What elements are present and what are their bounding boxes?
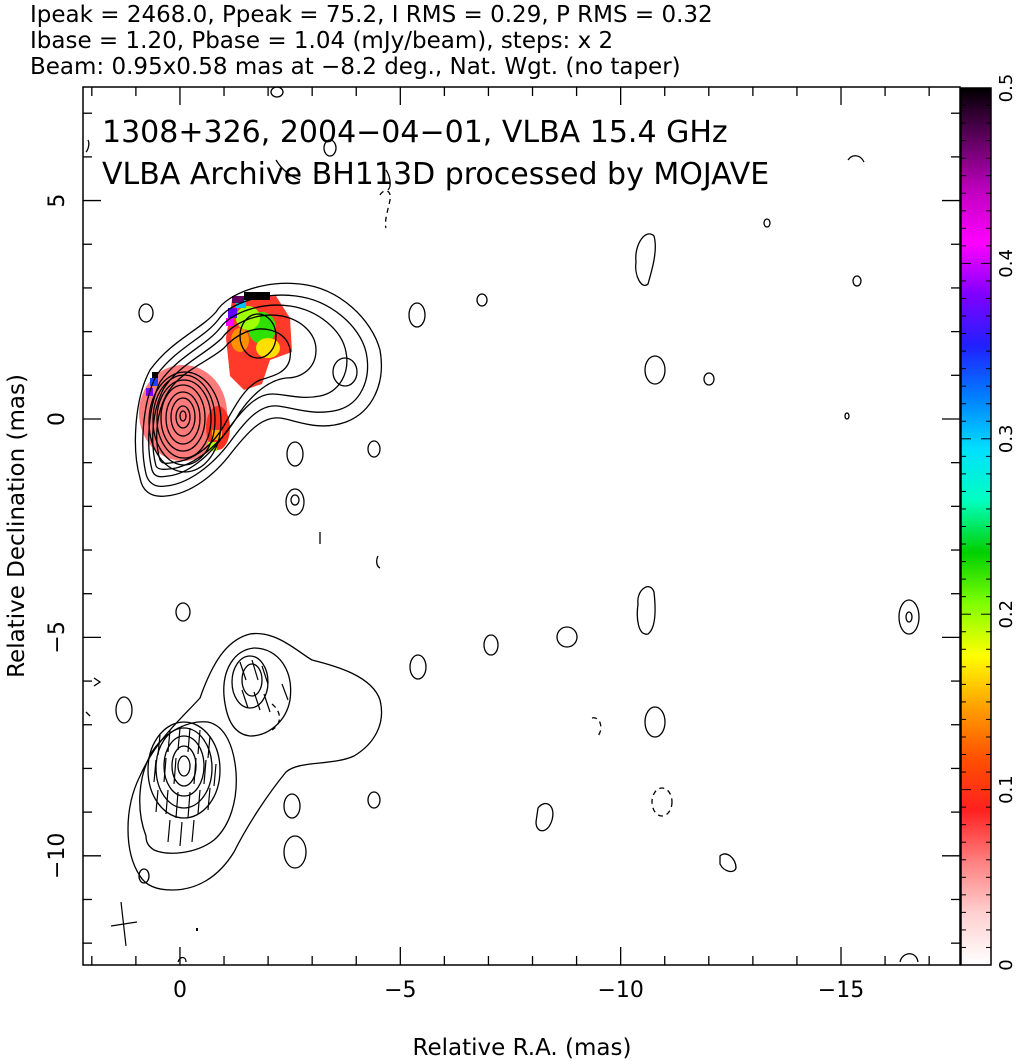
noise-dot <box>196 928 198 931</box>
x-axis-label: Relative R.A. (mas) <box>413 1035 632 1061</box>
intensity-contours-main <box>134 282 382 497</box>
y-tick-labels: 5 0 −5 −10 <box>45 194 70 879</box>
colorbar-tick-label: 0 <box>996 959 1017 970</box>
header-line-1: Ipeak = 2468.0, Ppeak = 75.2, I RMS = 0.… <box>30 2 713 28</box>
colorbar-tick-label: 0.2 <box>996 600 1017 629</box>
x-tick-label: 0 <box>173 978 187 1003</box>
header-line-2: Ibase = 1.20, Pbase = 1.04 (mJy/beam), s… <box>30 28 613 54</box>
colorbar-tick-label: 0.3 <box>996 424 1017 453</box>
y-tick-label: 0 <box>45 412 70 426</box>
x-tick-label: −5 <box>384 978 416 1003</box>
colorbar-tick-label: 0.1 <box>996 775 1017 804</box>
x-tick-label: −15 <box>818 978 864 1003</box>
colorbar-tick-label: 0.5 <box>996 74 1017 103</box>
noise-contours <box>85 86 920 963</box>
y-tick-label: −10 <box>45 833 70 879</box>
x-tick-labels: 0 −5 −10 −15 <box>173 978 864 1003</box>
colorbar-tick-label: 0.4 <box>996 249 1017 278</box>
y-tick-label: 5 <box>45 194 70 208</box>
x-tick-label: −10 <box>597 978 643 1003</box>
plot-area <box>83 87 960 965</box>
y-axis-label: Relative Declination (mas) <box>4 374 30 678</box>
map-title-line-2: VLBA Archive BH113D processed by MOJAVE <box>102 157 769 192</box>
map-title-line-1: 1308+326, 2004−04−01, VLBA 15.4 GHz <box>102 115 728 150</box>
intensity-contours-lower <box>127 632 383 891</box>
plot-frame <box>82 86 961 966</box>
axis-ticks <box>83 87 960 965</box>
map-panel: 0 −5 −10 −15 5 0 −5 −10 1308+326, 2004−04−01, … <box>45 86 961 1003</box>
colorbar: 0 0.1 0.2 0.3 0.4 0.5 <box>960 74 1017 971</box>
y-tick-label: −5 <box>45 621 70 653</box>
beam-cross <box>110 901 138 947</box>
colorbar-ticks: 0 0.1 0.2 0.3 0.4 0.5 <box>961 74 1017 971</box>
evpa-vectors <box>153 659 289 847</box>
fpol-knot-region <box>226 292 292 390</box>
header-line-3: Beam: 0.95x0.58 mas at −8.2 deg., Nat. W… <box>30 54 681 80</box>
